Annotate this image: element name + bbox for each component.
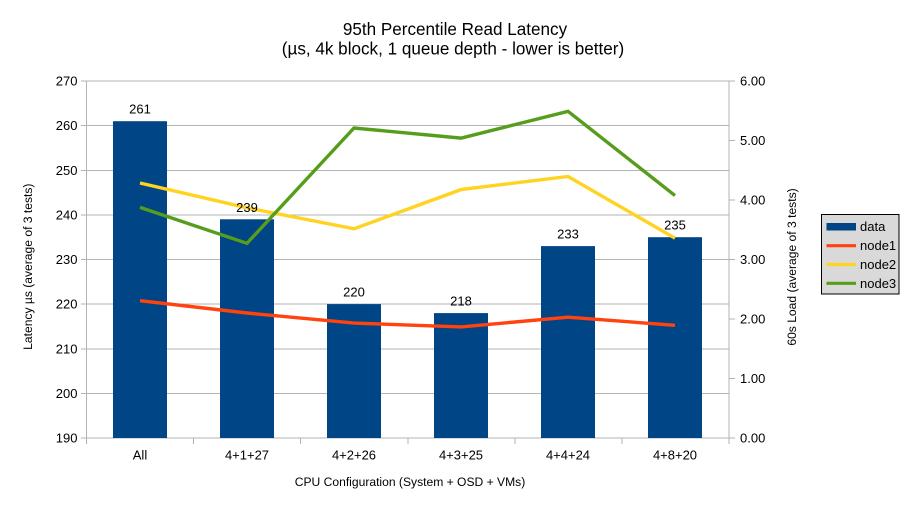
- svg-text:240: 240: [56, 207, 78, 222]
- svg-text:CPU Configuration (System + OS: CPU Configuration (System + OSD + VMs): [295, 475, 526, 489]
- svg-text:node1: node1: [860, 238, 896, 253]
- svg-text:3.00: 3.00: [740, 252, 765, 267]
- svg-text:95th Percentile Read Latency: 95th Percentile Read Latency: [343, 20, 568, 39]
- svg-text:2.00: 2.00: [740, 312, 765, 327]
- svg-text:210: 210: [56, 341, 78, 356]
- svg-text:node2: node2: [860, 257, 896, 272]
- svg-text:60s Load (average of 3 tests): 60s Load (average of 3 tests): [785, 188, 799, 345]
- svg-text:4+1+27: 4+1+27: [225, 448, 269, 463]
- svg-text:190: 190: [56, 431, 78, 446]
- svg-text:0.00: 0.00: [740, 431, 765, 446]
- svg-text:220: 220: [56, 297, 78, 312]
- svg-text:233: 233: [557, 227, 579, 242]
- svg-text:5.00: 5.00: [740, 133, 765, 148]
- svg-text:1.00: 1.00: [740, 371, 765, 386]
- svg-text:218: 218: [450, 294, 472, 309]
- svg-text:200: 200: [56, 386, 78, 401]
- svg-text:4+2+26: 4+2+26: [332, 448, 376, 463]
- svg-text:260: 260: [56, 118, 78, 133]
- svg-text:Latency µs (average of 3 tests: Latency µs (average of 3 tests): [21, 184, 35, 350]
- svg-text:All: All: [133, 448, 148, 463]
- svg-text:4+4+24: 4+4+24: [546, 448, 590, 463]
- svg-text:data: data: [860, 219, 886, 234]
- svg-text:230: 230: [56, 252, 78, 267]
- svg-text:4.00: 4.00: [740, 193, 765, 208]
- svg-text:261: 261: [129, 102, 151, 117]
- svg-text:239: 239: [236, 200, 258, 215]
- svg-text:6.00: 6.00: [740, 74, 765, 89]
- svg-text:node3: node3: [860, 276, 896, 291]
- svg-text:(µs, 4k block, 1 queue depth -: (µs, 4k block, 1 queue depth - lower is …: [282, 40, 624, 59]
- svg-text:250: 250: [56, 163, 78, 178]
- svg-text:235: 235: [664, 218, 686, 233]
- svg-text:4+3+25: 4+3+25: [439, 448, 483, 463]
- svg-text:270: 270: [56, 74, 78, 89]
- svg-text:4+8+20: 4+8+20: [653, 448, 697, 463]
- svg-text:220: 220: [343, 285, 365, 300]
